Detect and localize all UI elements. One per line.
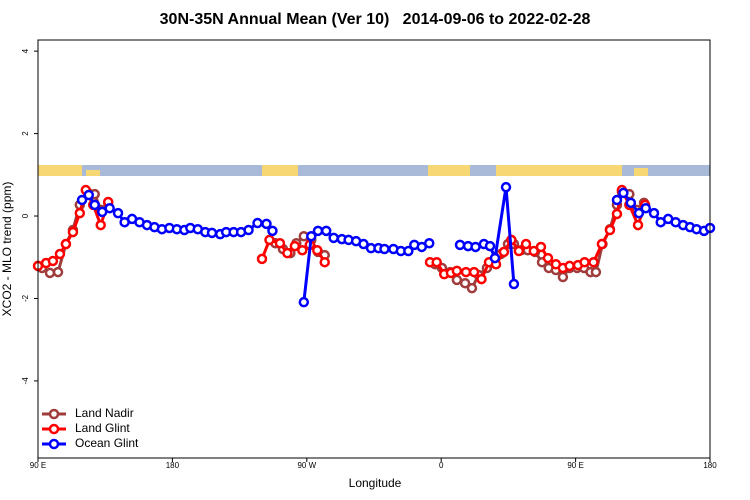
- y-axis-label: XCO2 - MLO trend (ppm): [0, 182, 14, 317]
- data-point: [83, 189, 95, 201]
- data-point: [508, 278, 520, 290]
- chart-title: 30N-35N Annual Mean (Ver 10) 2014-09-06 …: [160, 11, 591, 28]
- data-point: [312, 225, 324, 237]
- data-point: [535, 241, 547, 253]
- data-point: [500, 181, 512, 193]
- data-point: [243, 224, 254, 236]
- data-point: [513, 245, 525, 257]
- data-point: [618, 187, 629, 199]
- data-point: [252, 217, 263, 229]
- data-point: [604, 224, 616, 236]
- data-point: [403, 245, 414, 257]
- data-point: [542, 252, 554, 264]
- legend-marker: [48, 408, 60, 420]
- data-point: [498, 246, 510, 258]
- data-point: [633, 207, 645, 219]
- data-point: [67, 226, 79, 238]
- data-point: [625, 197, 637, 209]
- data-point: [451, 274, 463, 286]
- data-point: [261, 218, 272, 230]
- data-point: [564, 260, 575, 272]
- data-point: [379, 243, 390, 255]
- data-point: [459, 277, 471, 289]
- x-tick-label: 180: [166, 461, 180, 470]
- x-tick-label: 180: [703, 461, 717, 470]
- data-point: [112, 207, 124, 219]
- x-axis-label: Longitude: [349, 476, 402, 490]
- legend-marker: [48, 438, 60, 450]
- data-point: [60, 238, 72, 250]
- data-point: [611, 194, 623, 206]
- y-tick-label: 0: [21, 213, 30, 218]
- data-point: [424, 237, 435, 249]
- data-point: [312, 244, 323, 256]
- data-point: [282, 247, 293, 259]
- data-point: [590, 266, 602, 278]
- data-point: [557, 271, 569, 283]
- data-point: [76, 194, 88, 206]
- data-point: [476, 273, 487, 285]
- data-point: [52, 266, 64, 278]
- data-point: [431, 256, 442, 268]
- data-point: [632, 219, 644, 231]
- data-point: [596, 238, 608, 250]
- y-tick-label: -4: [21, 377, 30, 385]
- legend-label: Land Nadir: [75, 406, 134, 420]
- data-point: [206, 227, 218, 239]
- data-point: [358, 238, 369, 250]
- data-point: [468, 266, 480, 278]
- data-point: [74, 207, 86, 219]
- data-point: [640, 202, 652, 214]
- data-point: [256, 253, 268, 265]
- data-point: [489, 252, 501, 264]
- x-tick-label: 90 E: [30, 461, 46, 470]
- plot-area: [32, 181, 716, 308]
- y-tick-label: 2: [21, 131, 30, 136]
- legend-marker: [48, 423, 60, 435]
- data-point: [89, 199, 100, 211]
- legend-label: Ocean Glint: [75, 436, 139, 450]
- data-point: [264, 234, 275, 246]
- data-point: [306, 230, 317, 242]
- data-point: [289, 240, 301, 252]
- legend-label: Land Glint: [75, 421, 130, 435]
- x-tick-label: 0: [439, 461, 444, 470]
- data-point: [95, 219, 106, 231]
- data-point: [320, 225, 332, 237]
- data-point: [44, 267, 56, 279]
- plot-frame: [37, 39, 711, 459]
- data-point: [460, 266, 472, 278]
- data-point: [454, 239, 466, 251]
- data-point: [54, 248, 66, 260]
- data-point: [588, 256, 599, 268]
- data-point: [484, 240, 496, 252]
- data-point: [47, 255, 59, 267]
- data-point: [611, 208, 623, 220]
- data-point: [648, 207, 660, 219]
- data-point: [297, 244, 308, 256]
- y-tick-label: -2: [21, 294, 30, 302]
- data-point: [274, 237, 286, 249]
- data-point: [319, 256, 330, 268]
- data-point: [104, 202, 115, 214]
- x-tick-label: 90 W: [297, 461, 316, 470]
- data-point: [328, 232, 339, 244]
- land-ocean-strip: [38, 165, 710, 176]
- data-point: [298, 296, 310, 308]
- data-point: [470, 241, 481, 253]
- data-point: [520, 238, 532, 250]
- data-point: [579, 256, 590, 268]
- data-point: [451, 265, 463, 277]
- data-point: [267, 225, 278, 237]
- x-tick-label: 90 E: [567, 461, 583, 470]
- data-point: [466, 282, 478, 294]
- y-tick-label: 4: [21, 48, 30, 53]
